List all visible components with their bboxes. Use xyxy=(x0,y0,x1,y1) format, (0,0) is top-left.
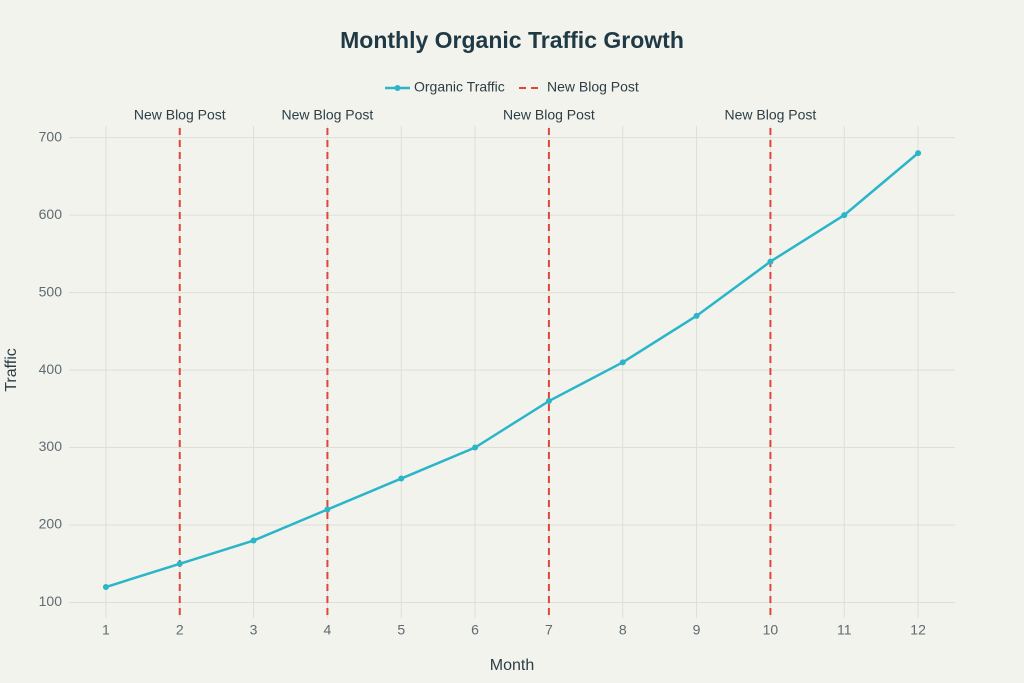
x-tick-label: 5 xyxy=(397,622,405,638)
x-tick-label: 11 xyxy=(837,622,852,638)
data-point xyxy=(102,584,109,591)
data-point xyxy=(693,312,700,319)
y-tick-label: 600 xyxy=(39,206,63,222)
y-tick-label: 700 xyxy=(39,128,63,144)
data-point xyxy=(472,444,479,451)
event-label: New Blog Post xyxy=(503,107,595,123)
data-line xyxy=(105,152,919,589)
x-tick-label: 6 xyxy=(471,622,479,638)
data-point xyxy=(915,150,922,157)
data-point xyxy=(619,359,626,366)
data-point xyxy=(250,537,257,544)
data-point xyxy=(545,398,552,405)
x-tick-label: 9 xyxy=(693,622,701,638)
x-axis-title: Month xyxy=(490,657,534,674)
y-tick-label: 300 xyxy=(39,438,63,454)
chart-title: Monthly Organic Traffic Growth xyxy=(340,27,684,53)
legend-swatch xyxy=(394,85,401,91)
x-tick-label: 4 xyxy=(324,622,332,638)
x-tick-label: 10 xyxy=(763,622,779,638)
data-point xyxy=(398,475,405,482)
y-tick-label: 200 xyxy=(39,516,63,532)
data-point xyxy=(841,212,848,219)
y-tick-label: 500 xyxy=(39,283,63,299)
data-point xyxy=(176,560,183,567)
x-tick-label: 12 xyxy=(910,622,926,638)
y-axis-title: Traffic xyxy=(3,348,20,392)
legend-label: New Blog Post xyxy=(547,79,639,95)
x-tick-label: 7 xyxy=(545,622,553,638)
event-label: New Blog Post xyxy=(134,107,226,123)
data-point xyxy=(324,506,331,513)
x-tick-label: 2 xyxy=(176,622,184,638)
y-tick-label: 400 xyxy=(39,361,63,377)
data-point xyxy=(767,258,774,265)
legend-label: Organic Traffic xyxy=(414,79,505,95)
x-tick-label: 8 xyxy=(619,622,627,638)
x-tick-label: 3 xyxy=(250,622,258,638)
y-tick-label: 100 xyxy=(39,593,63,609)
x-tick-label: 1 xyxy=(102,622,110,638)
event-label: New Blog Post xyxy=(282,107,374,123)
event-label: New Blog Post xyxy=(725,107,817,123)
